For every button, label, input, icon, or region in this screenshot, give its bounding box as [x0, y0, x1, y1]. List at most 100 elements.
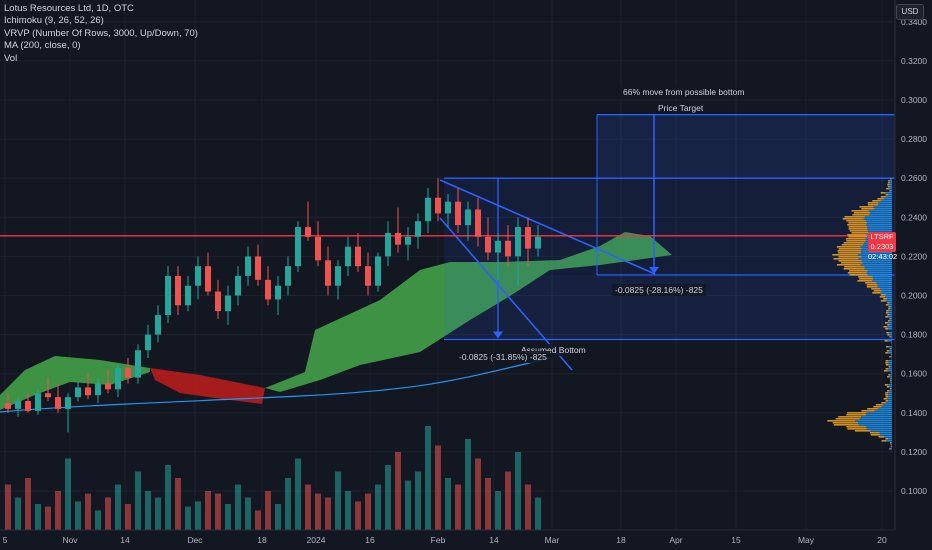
- vp-bar-up: [884, 436, 892, 438]
- legend-vol[interactable]: Vol: [4, 53, 198, 65]
- vp-bar-down: [886, 360, 889, 362]
- vp-bar-down: [889, 336, 890, 338]
- vp-bar-down: [891, 372, 892, 374]
- time-tick-label: Nov: [62, 535, 78, 545]
- candle-body: [385, 233, 391, 256]
- vp-bar-down: [867, 284, 878, 286]
- volume-bar: [135, 472, 141, 531]
- candle-body: [495, 241, 501, 253]
- candle-body: [305, 227, 311, 237]
- volume-bar: [425, 426, 431, 530]
- vp-bar-down: [887, 314, 889, 316]
- volume-bars: [5, 426, 541, 530]
- candle-body: [285, 266, 291, 286]
- volume-bar: [535, 498, 541, 531]
- candle-body: [25, 401, 31, 411]
- vp-bar-up: [891, 336, 892, 338]
- vp-bar-down: [887, 324, 889, 326]
- vp-bar-down: [883, 326, 887, 328]
- vp-bar-down: [886, 304, 889, 306]
- candle-body: [135, 350, 141, 377]
- price-tick-label: 0.2600: [901, 173, 927, 183]
- vp-bar-up: [869, 210, 892, 212]
- vp-bar-up: [869, 214, 892, 216]
- candle-body: [145, 335, 151, 351]
- candle-body: [365, 266, 371, 286]
- legend-vrvp[interactable]: VRVP (Number Of Rows, 3000, Up/Down, 70): [4, 28, 198, 40]
- volume-bar: [115, 485, 121, 531]
- vp-bar-up: [867, 226, 892, 228]
- vp-bar-down: [885, 394, 888, 396]
- vp-bar-up: [886, 402, 892, 404]
- vp-bar-down: [886, 332, 888, 334]
- vp-bar-down: [859, 206, 873, 208]
- vp-bar-down: [891, 382, 892, 384]
- volume-bar: [365, 494, 371, 530]
- volume-bar: [85, 494, 91, 530]
- legend-ichimoku[interactable]: Ichimoku (9, 26, 52, 26): [4, 15, 198, 27]
- vp-bar-up: [884, 198, 892, 200]
- vp-bar-down: [881, 192, 886, 194]
- vp-bar-down: [879, 436, 885, 438]
- vp-bar-up: [865, 266, 892, 268]
- vp-bar-up: [889, 386, 892, 388]
- volume-bar: [55, 491, 61, 530]
- vp-bar-up: [891, 382, 892, 384]
- volume-bar: [375, 485, 381, 531]
- vp-bar-up: [878, 408, 892, 410]
- vp-bar-up: [867, 228, 892, 230]
- candle-body: [455, 202, 461, 225]
- vp-bar-up: [861, 416, 892, 418]
- vp-bar-down: [891, 444, 892, 446]
- candle-body: [485, 237, 491, 253]
- vp-bar-down: [888, 182, 890, 184]
- vp-bar-down: [882, 440, 886, 442]
- vp-bar-down: [851, 210, 868, 212]
- vp-bar-up: [889, 346, 892, 348]
- vp-bar-down: [850, 274, 868, 276]
- time-tick-label: 14: [120, 535, 130, 545]
- vp-bar-up: [877, 282, 892, 284]
- vp-bar-up: [889, 188, 892, 190]
- volume-bar: [165, 465, 171, 530]
- vp-bar-up: [882, 290, 892, 292]
- vp-bar-up: [878, 202, 892, 204]
- vp-bar-up: [873, 206, 892, 208]
- vp-bar-down: [871, 288, 880, 290]
- vp-bar-down: [884, 340, 887, 342]
- candle-body: [535, 237, 541, 249]
- vp-bar-down: [885, 400, 888, 402]
- vp-bar-down: [890, 178, 891, 180]
- vp-bar-up: [879, 432, 892, 434]
- legend-title[interactable]: Lotus Resources Ltd, 1D, OTC: [4, 3, 198, 15]
- candle-body: [345, 247, 351, 267]
- vp-bar-down: [846, 240, 866, 242]
- vp-bar-down: [847, 412, 866, 414]
- currency-button[interactable]: USD: [896, 4, 924, 20]
- vp-bar-up: [890, 448, 892, 450]
- vp-bar-up: [861, 264, 892, 266]
- vp-bar-up: [891, 318, 892, 320]
- vp-bar-down: [877, 198, 883, 200]
- vp-bar-down: [888, 180, 890, 182]
- vp-bar-down: [843, 218, 864, 220]
- legend-ma[interactable]: MA (200, close, 0): [4, 40, 198, 52]
- vp-bar-up: [870, 212, 892, 214]
- price-tag-symbol: LTSRF: [868, 232, 896, 242]
- candle-body: [425, 198, 431, 221]
- volume-bar: [355, 501, 361, 530]
- time-tick-label: May: [798, 535, 815, 545]
- vp-bar-up: [890, 374, 892, 376]
- vp-bar-down: [884, 370, 887, 372]
- vp-bar-down: [884, 398, 888, 400]
- vp-bar-down: [889, 356, 890, 358]
- vp-bar-down: [868, 204, 878, 206]
- vp-bar-down: [849, 226, 868, 228]
- vp-bar-up: [881, 406, 892, 408]
- vp-bar-up: [873, 276, 892, 278]
- vp-bar-up: [888, 360, 892, 362]
- vp-bar-down: [872, 292, 880, 294]
- candle-body: [515, 227, 521, 256]
